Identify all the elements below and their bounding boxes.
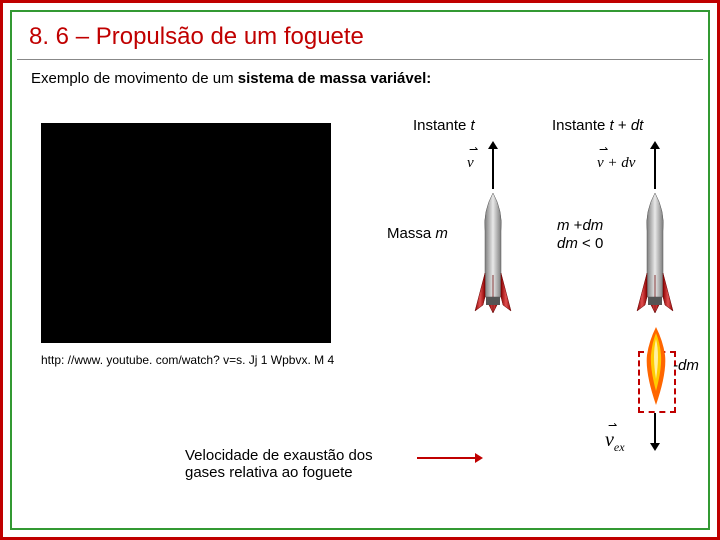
slide-title: 8. 6 – Propulsão de um foguete (17, 17, 703, 60)
video-url: http: //www. youtube. com/watch? v=s. Jj… (41, 353, 334, 367)
instant-t-label: Instante t (413, 117, 475, 134)
exhaust-caption: Velocidade de exaustão dos gases relativ… (185, 447, 405, 481)
rocket-right (635, 193, 675, 323)
instant-t-dt-label: Instante t + dt (552, 117, 643, 134)
subtitle-bold: sistema de massa variável: (238, 70, 431, 87)
vex-label: ⇀ vex (605, 429, 625, 455)
diagram-area: Instante t Instante t + dt ⇀ v ⇀ v + dv … (347, 117, 707, 477)
video-placeholder (41, 123, 331, 343)
rocket-left (473, 193, 513, 323)
minus-dm-label: -dm (673, 357, 699, 374)
mass-m-dm-label: m +dm dm < 0 (557, 217, 603, 253)
velocity-arrow-2 (654, 147, 656, 189)
mass-m-label: Massa m (387, 225, 448, 242)
velocity-arrow-1 (492, 147, 494, 189)
v-vector-label: ⇀ v (467, 155, 474, 172)
slide-subtitle: Exemplo de movimento de um sistema de ma… (17, 60, 703, 93)
v-dv-vector-label: ⇀ v + dv (597, 155, 635, 172)
content-area: 8. 6 – Propulsão de um foguete Exemplo d… (17, 17, 703, 523)
slide-frame: 8. 6 – Propulsão de um foguete Exemplo d… (0, 0, 720, 540)
exhaust-arrow-icon (417, 457, 477, 459)
subtitle-prefix: Exemplo de movimento de um (31, 70, 238, 87)
exhaust-flame (643, 327, 669, 412)
vex-arrow (654, 413, 656, 445)
